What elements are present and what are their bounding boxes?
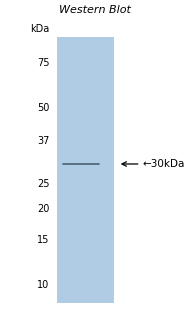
Text: 25: 25 — [37, 179, 49, 189]
Text: ←30kDa: ←30kDa — [142, 159, 185, 169]
Text: 37: 37 — [37, 136, 49, 146]
Text: 20: 20 — [37, 204, 49, 214]
Text: 75: 75 — [37, 58, 49, 68]
Text: 15: 15 — [37, 235, 49, 245]
Text: kDa: kDa — [30, 24, 49, 34]
Bar — [57, 37, 114, 303]
Text: 50: 50 — [37, 103, 49, 113]
Text: 10: 10 — [37, 280, 49, 290]
Text: Western Blot: Western Blot — [59, 6, 131, 15]
